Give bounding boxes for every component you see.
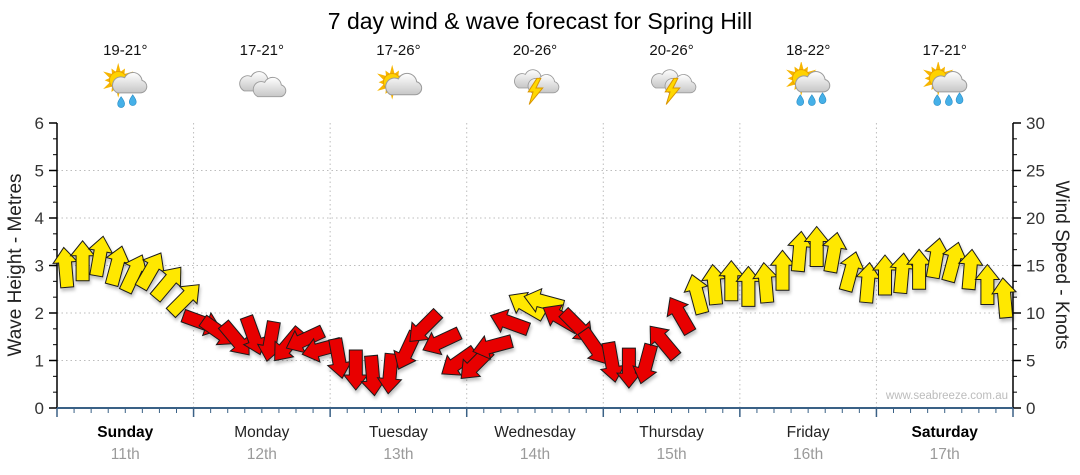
- wind-arrow: [649, 325, 682, 362]
- wind-arrow: [165, 284, 200, 319]
- svg-text:25: 25: [1026, 162, 1045, 181]
- temperature-range: 19-21°: [103, 42, 148, 59]
- temperature-range: 20-26°: [649, 42, 694, 59]
- svg-text:0: 0: [35, 399, 44, 418]
- svg-text:20: 20: [1026, 209, 1045, 228]
- bottom-axis: [56, 407, 1014, 417]
- svg-text:10: 10: [1026, 304, 1045, 323]
- wind-arrow: [508, 291, 548, 322]
- page-title: 7 day wind & wave forecast for Spring Hi…: [327, 8, 753, 34]
- wind-arrow: [991, 277, 1018, 319]
- sun-cloud-showers-icon: [777, 60, 839, 114]
- watermark: www.seabreeze.com.au: [885, 390, 1008, 402]
- wind-arrow: [376, 352, 403, 395]
- day-date: 15th: [656, 446, 687, 463]
- day-name: Monday: [234, 424, 290, 441]
- svg-text:5: 5: [1026, 352, 1035, 371]
- day-date: 16th: [793, 446, 824, 463]
- svg-text:1: 1: [35, 352, 44, 371]
- wind-arrow: [666, 296, 697, 337]
- day-name: Thursday: [639, 424, 704, 441]
- wind-arrow: [821, 231, 848, 274]
- wind-arrow: [472, 334, 514, 361]
- thunderstorm-icon: [504, 62, 566, 114]
- svg-text:3: 3: [35, 257, 44, 276]
- day-date: 11th: [110, 446, 140, 463]
- svg-text:0: 0: [1026, 399, 1035, 418]
- day-name: Friday: [786, 424, 830, 441]
- svg-text:15: 15: [1026, 257, 1045, 276]
- day-date: 17th: [929, 446, 960, 463]
- svg-text:30: 30: [1026, 114, 1045, 133]
- day-name: Wednesday: [494, 424, 576, 441]
- svg-text:6: 6: [35, 114, 44, 133]
- day-name: Saturday: [911, 424, 978, 441]
- sun-cloud-showers-light-icon: [94, 62, 156, 114]
- wind-arrow: [422, 326, 463, 356]
- temperature-range: 18-22°: [785, 42, 831, 59]
- day-name: Tuesday: [368, 424, 428, 441]
- wind-arrow: [489, 308, 532, 337]
- temperature-range: 17-21°: [922, 42, 967, 59]
- temperature-range: 17-21°: [239, 42, 285, 59]
- svg-text:5: 5: [35, 162, 44, 181]
- sun-cloud-showers-icon: [914, 60, 976, 114]
- wind-arrow: [752, 261, 779, 304]
- wind-arrow: [957, 248, 984, 291]
- day-date: 13th: [383, 446, 414, 463]
- left-axis: 0 1 2 3 4 5 6: [35, 114, 58, 418]
- svg-text:4: 4: [35, 209, 44, 228]
- wind-arrow: [683, 273, 710, 316]
- day-date: 14th: [519, 446, 551, 463]
- thunderstorm-icon: [641, 62, 703, 114]
- wind-arrow: [974, 263, 1001, 305]
- wind-arrow: [87, 235, 114, 278]
- cloudy-icon: [231, 62, 293, 114]
- temperature-range: 17-26°: [376, 42, 421, 59]
- wind-arrow-series: [52, 225, 1018, 397]
- right-axis: 0 5 10 15 20 25 30: [1012, 114, 1045, 418]
- svg-text:2: 2: [35, 304, 44, 323]
- wind-arrow: [149, 266, 182, 303]
- wind-arrow: [769, 249, 796, 291]
- sun-cloud-icon: [367, 62, 429, 114]
- day-name: Sunday: [97, 424, 154, 441]
- temperature-range: 20-26°: [512, 42, 558, 59]
- day-date: 12th: [246, 446, 277, 463]
